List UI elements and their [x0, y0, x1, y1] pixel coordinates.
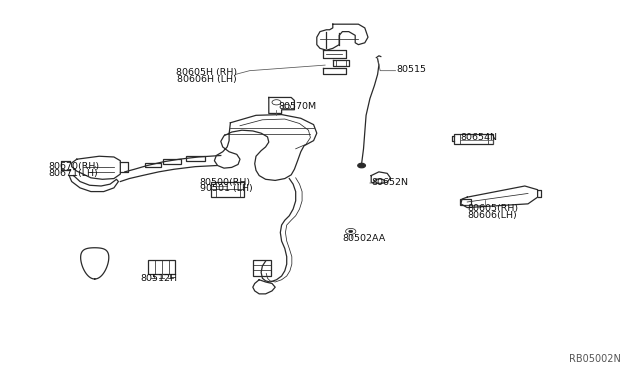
- Bar: [253, 260, 271, 276]
- Text: 80671(LH): 80671(LH): [48, 169, 98, 178]
- Circle shape: [349, 230, 353, 232]
- Text: 80606H (LH): 80606H (LH): [177, 76, 237, 84]
- Bar: [186, 156, 205, 161]
- Text: 80502AA: 80502AA: [342, 234, 386, 243]
- Text: 80654N: 80654N: [461, 133, 498, 142]
- Text: 80670(RH): 80670(RH): [48, 162, 99, 171]
- Circle shape: [358, 163, 365, 168]
- Text: 90501 (LH): 90501 (LH): [200, 185, 252, 193]
- Bar: [145, 163, 161, 167]
- Bar: [148, 260, 175, 274]
- Text: RB05002N: RB05002N: [569, 354, 621, 364]
- Text: 80570M: 80570M: [278, 102, 317, 110]
- Text: 80605H (RH): 80605H (RH): [175, 68, 237, 77]
- Text: 80500(RH): 80500(RH): [200, 178, 251, 187]
- Bar: [454, 134, 493, 144]
- Text: 80605(RH): 80605(RH): [467, 204, 518, 213]
- Bar: [163, 159, 181, 164]
- Bar: [211, 182, 244, 197]
- Text: 80652N: 80652N: [371, 178, 408, 187]
- Bar: [460, 199, 471, 205]
- Text: 80606(LH): 80606(LH): [467, 211, 517, 219]
- Text: 80512H: 80512H: [140, 274, 177, 283]
- Text: 80515: 80515: [397, 65, 427, 74]
